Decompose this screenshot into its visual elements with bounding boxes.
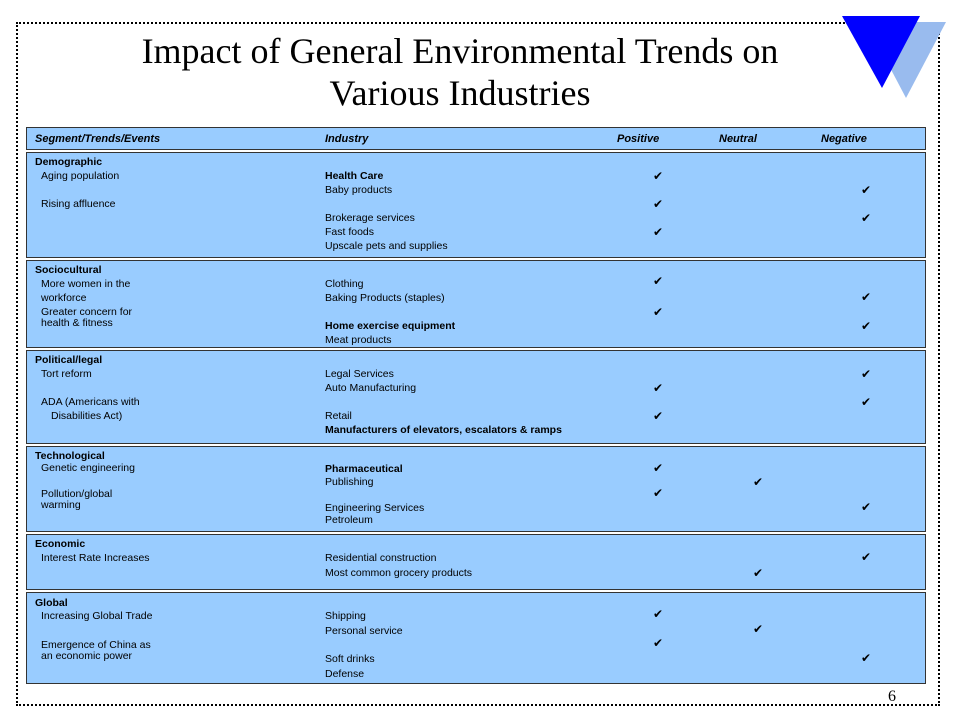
trend-label: More women in the xyxy=(41,278,131,290)
industry-label: Meat products xyxy=(325,334,392,346)
check-mark-icon: ✔ xyxy=(753,475,764,489)
industry-label: Publishing xyxy=(325,476,374,488)
check-mark-icon: ✔ xyxy=(861,651,872,665)
check-mark-icon: ✔ xyxy=(653,636,664,650)
segment-title: Technological xyxy=(35,450,105,462)
industry-label: Petroleum xyxy=(325,514,373,526)
check-mark-icon: ✔ xyxy=(653,197,664,211)
check-mark-icon: ✔ xyxy=(653,381,664,395)
section-global: Global Increasing Global Trade Emergence… xyxy=(26,592,926,684)
check-mark-icon: ✔ xyxy=(861,500,872,514)
industry-label: Most common grocery products xyxy=(325,567,473,579)
check-mark-icon: ✔ xyxy=(653,486,664,500)
industry-label: Defense xyxy=(325,668,365,680)
check-mark-icon: ✔ xyxy=(753,622,764,636)
slide-title-line1: Impact of General Environmental Trends o… xyxy=(141,31,779,71)
triangle-logo-icon xyxy=(842,16,946,98)
trends-table: Segment/Trends/Events Industry Positive … xyxy=(26,127,926,684)
industry-label: Pharmaceutical xyxy=(325,463,403,475)
trend-label: warming xyxy=(41,499,81,511)
check-mark-icon: ✔ xyxy=(861,211,872,225)
page-number: 6 xyxy=(888,688,896,705)
industry-label: Baby products xyxy=(325,184,393,196)
check-mark-icon: ✔ xyxy=(653,461,664,475)
segment-title: Economic xyxy=(35,538,86,550)
check-mark-icon: ✔ xyxy=(653,274,664,288)
industry-label: Health Care xyxy=(325,170,384,182)
trend-label: Increasing Global Trade xyxy=(41,610,153,622)
industry-label: Personal service xyxy=(325,625,403,637)
check-mark-icon: ✔ xyxy=(861,550,872,564)
industry-label: Baking Products (staples) xyxy=(325,292,445,304)
industry-label: Engineering Services xyxy=(325,502,425,514)
trend-label: Interest Rate Increases xyxy=(41,552,150,564)
check-mark-icon: ✔ xyxy=(653,169,664,183)
check-mark-icon: ✔ xyxy=(653,225,664,239)
trend-label: Disabilities Act) xyxy=(51,410,123,422)
check-mark-icon: ✔ xyxy=(653,305,664,319)
trend-label: an economic power xyxy=(41,650,133,662)
check-mark-icon: ✔ xyxy=(861,183,872,197)
section-demographic: Demographic Aging population Rising affl… xyxy=(26,152,926,258)
header-positive: Positive xyxy=(617,133,660,145)
section-sociocultural: Sociocultural More women in the workforc… xyxy=(26,260,926,348)
check-mark-icon: ✔ xyxy=(861,290,872,304)
check-mark-icon: ✔ xyxy=(753,566,764,580)
industry-label: Fast foods xyxy=(325,226,375,238)
slide-title-line2: Various Industries xyxy=(329,73,591,113)
industry-label: Legal Services xyxy=(325,368,394,380)
industry-label: Shipping xyxy=(325,610,366,622)
header-neutral: Neutral xyxy=(719,133,757,145)
section-technological: Technological Genetic engineering Pollut… xyxy=(26,446,926,532)
trend-label: Greater concern for xyxy=(41,306,133,318)
industry-label: Manufacturers of elevators, escalators &… xyxy=(325,424,562,436)
header-negative: Negative xyxy=(821,133,867,145)
segment-title: Sociocultural xyxy=(35,264,102,276)
trend-label: health & fitness xyxy=(41,317,113,329)
industry-label: Home exercise equipment xyxy=(325,320,456,332)
section-economic: Economic Interest Rate Increases Residen… xyxy=(26,534,926,590)
header-segment: Segment/Trends/Events xyxy=(35,133,161,145)
trend-label: workforce xyxy=(41,292,87,304)
trend-label: ADA (Americans with xyxy=(41,396,140,408)
check-mark-icon: ✔ xyxy=(653,607,664,621)
trend-label: Emergence of China as xyxy=(41,639,151,651)
check-mark-icon: ✔ xyxy=(653,409,664,423)
trend-label: Pollution/global xyxy=(41,488,113,500)
industry-label: Upscale pets and supplies xyxy=(325,240,448,252)
industry-label: Auto Manufacturing xyxy=(325,382,417,394)
segment-title: Global xyxy=(35,597,68,609)
industry-label: Clothing xyxy=(325,278,364,290)
header-industry: Industry xyxy=(325,133,369,145)
section-political-legal: Political/legal Tort reform ADA (America… xyxy=(26,350,926,444)
check-mark-icon: ✔ xyxy=(861,319,872,333)
industry-label: Retail xyxy=(325,410,352,422)
trend-label: Tort reform xyxy=(41,368,92,380)
segment-title: Political/legal xyxy=(35,354,103,366)
segment-title: Demographic xyxy=(35,156,103,168)
check-mark-icon: ✔ xyxy=(861,395,872,409)
trend-label: Rising affluence xyxy=(41,198,116,210)
check-mark-icon: ✔ xyxy=(861,367,872,381)
table-header: Segment/Trends/Events Industry Positive … xyxy=(26,127,926,150)
industry-label: Brokerage services xyxy=(325,212,415,224)
slide-frame xyxy=(16,22,940,706)
trend-label: Aging population xyxy=(41,170,120,182)
industry-label: Residential construction xyxy=(325,552,437,564)
trend-label: Genetic engineering xyxy=(41,462,135,474)
industry-label: Soft drinks xyxy=(325,653,375,665)
